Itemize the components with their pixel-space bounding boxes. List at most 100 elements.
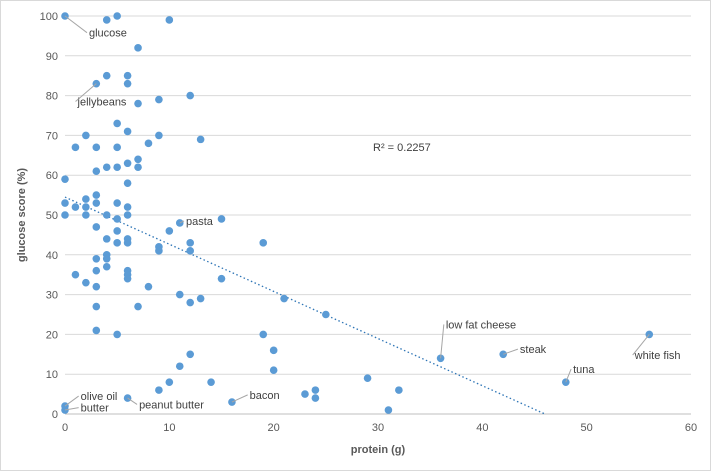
data-point xyxy=(134,163,142,172)
data-point xyxy=(123,239,132,247)
x-tick-label: 0 xyxy=(62,422,68,434)
data-point xyxy=(165,227,174,235)
data-point xyxy=(395,386,403,394)
data-point xyxy=(113,227,121,235)
data-point xyxy=(186,247,194,255)
y-tick-label: 100 xyxy=(40,11,58,23)
r-squared-label: R² = 0.2257 xyxy=(373,142,431,154)
y-tick-label: 60 xyxy=(46,170,58,182)
annotation-leader xyxy=(231,394,248,403)
annotation-leader xyxy=(440,324,445,359)
data-point xyxy=(123,203,132,211)
data-point xyxy=(113,163,121,172)
data-point xyxy=(82,278,90,287)
data-point xyxy=(113,12,121,20)
data-point xyxy=(92,326,101,335)
data-point xyxy=(92,143,101,152)
data-point xyxy=(186,239,194,247)
data-point xyxy=(92,167,101,176)
data-point xyxy=(92,191,101,199)
data-point xyxy=(436,354,445,363)
annotation-label: steak xyxy=(520,344,547,356)
data-point xyxy=(102,163,111,172)
y-tick-label: 30 xyxy=(46,290,58,302)
x-axis-title: protein (g) xyxy=(351,444,406,456)
annotations: glucose jellybeans pasta low fat cheese stea… xyxy=(64,15,681,415)
data-point xyxy=(301,390,309,398)
data-point xyxy=(123,274,132,283)
annotation-leader xyxy=(75,83,97,102)
data-point xyxy=(71,270,80,279)
data-point xyxy=(113,239,121,247)
data-point xyxy=(311,386,320,394)
data-point xyxy=(61,406,69,414)
data-point xyxy=(92,266,101,275)
data-point xyxy=(123,79,132,88)
data-point xyxy=(61,175,69,183)
data-point xyxy=(102,211,111,219)
data-point xyxy=(217,215,226,223)
data-point xyxy=(144,139,153,148)
annotation-label: pasta xyxy=(186,216,214,228)
data-point xyxy=(113,119,121,128)
x-tick-label: 20 xyxy=(268,422,280,434)
data-point xyxy=(207,378,215,386)
data-point xyxy=(82,211,90,219)
data-point xyxy=(71,203,80,211)
annotation-label: butter xyxy=(81,403,109,415)
annotation-label: tuna xyxy=(573,364,595,376)
annotation-leader xyxy=(127,397,138,405)
data-point xyxy=(123,211,132,219)
annotation-leader xyxy=(632,334,650,356)
annotation-label: low fat cheese xyxy=(446,319,516,331)
data-point xyxy=(196,294,205,303)
data-point xyxy=(134,302,142,311)
data-point xyxy=(269,346,278,355)
annotation-leader xyxy=(64,407,79,411)
data-point xyxy=(175,290,184,299)
data-point xyxy=(134,44,142,52)
data-point xyxy=(102,254,111,263)
data-point xyxy=(82,203,90,211)
data-point xyxy=(61,199,69,207)
y-tick-label: 80 xyxy=(46,91,58,103)
data-point xyxy=(269,366,278,375)
data-points xyxy=(61,12,654,414)
data-point xyxy=(113,143,121,152)
data-point xyxy=(102,71,111,80)
x-tick-label: 50 xyxy=(581,422,593,434)
annotation-label: bacon xyxy=(250,390,280,402)
data-point xyxy=(92,223,101,231)
y-tick-label: 50 xyxy=(46,210,58,222)
y-axis-title: glucose score (%) xyxy=(16,168,28,262)
data-point xyxy=(384,406,393,414)
data-point xyxy=(92,199,101,207)
x-tick-label: 60 xyxy=(685,422,697,434)
annotation-label: olive oil xyxy=(81,391,118,403)
y-tick-label: 70 xyxy=(46,130,58,142)
y-tick-label: 10 xyxy=(46,369,58,381)
data-point xyxy=(123,71,132,80)
y-tick-label: 0 xyxy=(52,409,58,421)
data-point xyxy=(123,179,132,187)
data-point xyxy=(155,95,163,104)
x-tick-label: 10 xyxy=(163,422,175,434)
data-point xyxy=(186,298,194,307)
data-point xyxy=(123,159,132,168)
annotation-leader xyxy=(565,368,572,383)
data-point xyxy=(113,199,121,207)
data-point xyxy=(217,274,226,283)
axes: 0 10 20 30 40 50 60 70 80 90 100 0 10 20 30 40 50 60 xyxy=(40,11,697,434)
data-point xyxy=(61,211,69,219)
data-point xyxy=(102,235,111,243)
data-point xyxy=(92,254,101,263)
data-point xyxy=(562,378,570,386)
data-point xyxy=(113,330,121,339)
data-point xyxy=(322,310,330,319)
data-point xyxy=(102,262,111,271)
data-point xyxy=(123,127,132,136)
annotation-leader xyxy=(503,348,519,355)
data-point xyxy=(82,195,90,203)
data-point xyxy=(82,131,90,140)
